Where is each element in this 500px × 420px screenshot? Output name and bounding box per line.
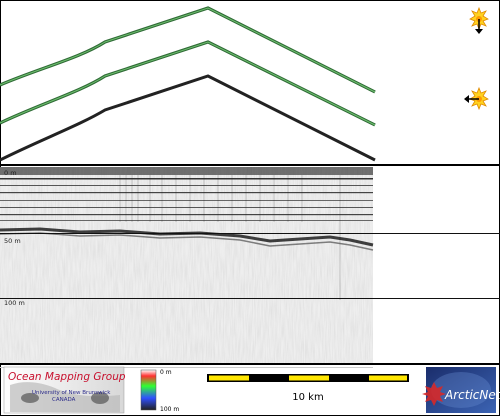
ocean-mapping-group-logo: Ocean Mapping Group University of New Br… — [3, 366, 126, 414]
scale-bar: 10 km — [207, 374, 409, 403]
logo-title: Ocean Mapping Group — [8, 371, 126, 383]
footer-panel: Ocean Mapping Group University of New Br… — [3, 366, 500, 414]
depth-label: 50 m — [4, 237, 21, 245]
arcticnet-logo: ArcticNet — [422, 367, 500, 413]
colorbar-top-label: 0 m — [160, 369, 172, 376]
seismic-profile-panel: 0 m 50 m 100 m — [0, 167, 500, 368]
depth-label: 0 m — [4, 169, 17, 177]
seafloor-reflector — [0, 227, 374, 247]
logo-university: University of New Brunswick — [32, 390, 111, 396]
middle-track-highlight — [0, 41, 376, 126]
depth-label: 100 m — [4, 299, 25, 307]
logo-country: CANADA — [52, 397, 76, 403]
arcticnet-label: ArcticNet — [444, 388, 500, 402]
scale-label: 10 km — [292, 392, 323, 403]
sun-icon[interactable] — [464, 86, 489, 111]
sun-icon[interactable] — [469, 6, 489, 34]
colorbar-bottom-label: 100 m — [160, 406, 179, 413]
track-view-panel — [0, 6, 489, 162]
upper-track-highlight — [0, 7, 376, 93]
depth-colorbar: 0 m 100 m — [140, 369, 179, 413]
lower-track-line — [0, 74, 376, 162]
